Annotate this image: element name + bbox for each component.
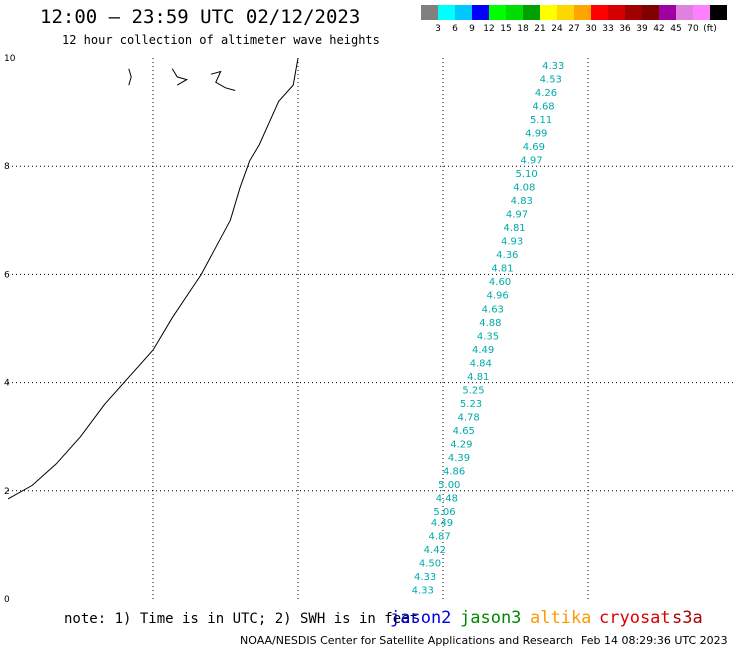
color-scale-label: 30: [585, 24, 597, 34]
wave-height-label: 4.83: [511, 196, 533, 207]
wave-height-label: 4.42: [424, 545, 446, 556]
wave-height-label: 4.87: [429, 531, 451, 542]
color-swatch: [625, 5, 642, 20]
map-subtitle: 12 hour collection of altimeter wave hei…: [62, 33, 380, 47]
color-swatch: [421, 5, 438, 20]
wave-height-label: 4.81: [467, 372, 489, 383]
color-scale-label: 36: [619, 24, 631, 34]
wave-height-label: 4.50: [419, 559, 441, 570]
color-scale-legend: 3 6 9 12 15 18 21 24 27 30 33 36 39 42 45 70 (ft): [421, 5, 727, 34]
color-scale-label: 42: [653, 24, 664, 34]
wave-height-label: 4.81: [503, 223, 525, 234]
satellite-legend-s3a: s3a: [672, 608, 703, 628]
color-swatch: [438, 5, 455, 20]
y-tick-label: 6: [4, 270, 10, 280]
wave-height-label: 4.69: [523, 142, 545, 153]
color-swatch: [523, 5, 540, 20]
wave-height-label: 4.26: [535, 88, 557, 99]
wave-height-label: 5.23: [460, 399, 482, 410]
wave-height-label: 4.86: [443, 467, 465, 478]
wave-height-label: 4.93: [501, 237, 523, 248]
wave-height-label: 5.06: [433, 507, 455, 518]
color-swatch: [489, 5, 506, 20]
wave-height-label: 4.97: [520, 155, 542, 166]
island-outline: [171, 68, 189, 86]
wave-height-label: 4.36: [496, 250, 518, 261]
color-swatch: [574, 5, 591, 20]
wave-height-label: 5.10: [516, 169, 538, 180]
color-swatch: [540, 5, 557, 20]
color-swatch: [557, 5, 574, 20]
y-tick-label: 4: [4, 379, 10, 389]
wave-height-label: 4.39: [448, 453, 470, 464]
color-scale-label: 70: [687, 24, 699, 34]
color-swatch: [710, 5, 727, 20]
color-scale-label: 33: [602, 24, 613, 34]
color-scale-label: 15: [500, 24, 511, 34]
altimeter-map: 45485154576002468104.334.334.504.424.874…: [4, 54, 733, 605]
color-swatch: [693, 5, 710, 20]
wave-height-label: 4.65: [453, 426, 475, 437]
wave-height-label: 4.63: [482, 304, 504, 315]
satellite-legend-jason3: jason3: [460, 608, 522, 628]
satellite-legend-jason2: jason2: [390, 608, 452, 628]
coastline: [7, 57, 299, 500]
wave-height-label: 4.81: [491, 264, 513, 275]
y-tick-label: 10: [4, 54, 16, 64]
wave-height-label: 4.99: [525, 128, 547, 139]
wave-height-label: 4.49: [431, 518, 453, 529]
wave-height-label: 4.49: [472, 345, 494, 356]
color-scale-label: 45: [670, 24, 681, 34]
color-swatch: [608, 5, 625, 20]
color-swatch: [455, 5, 472, 20]
wave-height-label: 4.88: [479, 318, 501, 329]
wave-height-label: 4.35: [477, 331, 499, 342]
color-scale-label: 12: [483, 24, 494, 34]
wave-height-label: 4.78: [458, 412, 480, 423]
wave-height-label: 4.68: [532, 101, 554, 112]
color-swatch: [676, 5, 693, 20]
wave-height-label: 5.25: [462, 385, 484, 396]
color-scale-label: 3: [435, 24, 441, 34]
wave-height-label: 5.11: [530, 115, 552, 126]
y-tick-label: 0: [4, 595, 10, 605]
satellite-legend-altika: altika: [530, 608, 592, 628]
wave-height-label: 4.60: [489, 277, 511, 288]
footer-timestamp: Feb 14 08:29:36 UTC 2023: [581, 634, 728, 647]
color-scale-label: (ft): [703, 24, 717, 34]
wave-height-label: 4.33: [414, 572, 436, 583]
color-scale-label: 18: [517, 24, 529, 34]
wave-height-label: 4.48: [436, 494, 458, 505]
y-tick-label: 8: [4, 162, 10, 172]
color-scale-label: 9: [469, 24, 475, 34]
map-title: 12:00 – 23:59 UTC 02/12/2023: [40, 6, 361, 28]
wave-height-label: 4.33: [542, 61, 564, 72]
color-scale-label: 39: [636, 24, 648, 34]
color-scale-label: 6: [452, 24, 458, 34]
color-swatch: [472, 5, 489, 20]
color-scale-label: 27: [568, 24, 579, 34]
wave-height-label: 4.96: [487, 291, 509, 302]
color-swatch: [591, 5, 608, 20]
note-text: note: 1) Time is in UTC; 2) SWH is in fe…: [64, 611, 419, 627]
color-scale-label: 21: [534, 24, 545, 34]
island-outline: [128, 68, 132, 86]
wave-height-label: 4.97: [506, 210, 528, 221]
color-swatch: [642, 5, 659, 20]
y-tick-label: 2: [4, 487, 10, 497]
wave-height-label: 4.33: [412, 586, 434, 597]
island-outline: [210, 70, 236, 91]
wave-height-label: 4.53: [540, 74, 562, 85]
wave-height-label: 5.00: [438, 480, 460, 491]
color-swatch: [506, 5, 523, 20]
wave-height-label: 4.29: [450, 440, 472, 451]
wave-height-label: 4.08: [513, 183, 535, 194]
color-scale-label: 24: [551, 24, 563, 34]
satellite-legend-cryosat: cryosat: [599, 608, 671, 628]
color-swatch: [659, 5, 676, 20]
footer-org: NOAA/NESDIS Center for Satellite Applica…: [240, 634, 574, 647]
wave-height-label: 4.84: [470, 358, 492, 369]
